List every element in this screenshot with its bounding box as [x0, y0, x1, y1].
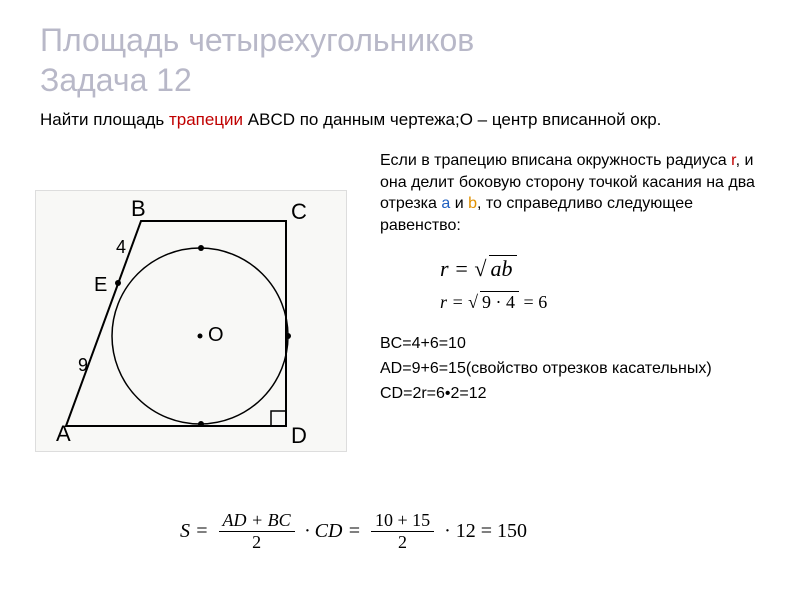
- problem-suffix: ABCD по данным чертежа;О – центр вписанн…: [243, 110, 661, 129]
- label-4: 4: [116, 237, 126, 257]
- var-b: b: [468, 195, 477, 212]
- final-formula: S = AD + BC 2 · CD = 10 + 15 2 · 12 = 15…: [180, 510, 527, 553]
- fraction-2: 10 + 15 2: [371, 510, 434, 553]
- label-O: O: [208, 324, 224, 346]
- title-line-1: Площадь четырехугольников: [40, 22, 474, 58]
- label-D: D: [291, 423, 307, 448]
- fraction-1: AD + BC 2: [219, 510, 295, 553]
- explanation-text: Если в трапецию вписана окружность радиу…: [380, 150, 770, 236]
- explanation-block: Если в трапецию вписана окружность радиу…: [380, 150, 770, 407]
- label-A: A: [56, 421, 71, 446]
- problem-statement: Найти площадь трапеции ABCD по данным че…: [40, 110, 760, 130]
- calc-bc: BC=4+6=10: [380, 332, 770, 357]
- calc-ad: AD=9+6=15(свойство отрезков касательных): [380, 357, 770, 382]
- label-C: С: [291, 199, 307, 224]
- sqrt-icon: [474, 256, 486, 281]
- problem-highlight: трапеции: [169, 110, 243, 129]
- final-s: S =: [180, 520, 209, 543]
- formula-main: r = ab r = 9 · 4 = 6: [440, 254, 770, 314]
- geometry-figure: A B С D E O 4 9: [35, 190, 347, 452]
- label-9: 9: [78, 355, 88, 375]
- formula-lhs: r =: [440, 256, 474, 281]
- final-mid: · CD =: [305, 520, 361, 543]
- final-tail: · 12 = 150: [444, 520, 527, 543]
- calc-cd: CD=2r=6•2=12: [380, 382, 770, 407]
- title-line-2: Задача 12: [40, 62, 192, 98]
- label-B: B: [131, 196, 146, 221]
- problem-prefix: Найти площадь: [40, 110, 169, 129]
- sqrt-icon: [468, 292, 478, 312]
- formula-sub: r = 9 · 4 = 6: [440, 290, 770, 314]
- calculation-lines: BC=4+6=10 AD=9+6=15(свойство отрезков ка…: [380, 332, 770, 406]
- var-a: a: [441, 195, 450, 212]
- label-E: E: [94, 274, 107, 296]
- slide-title: Площадь четырехугольников Задача 12: [40, 20, 474, 100]
- formula-radicand: ab: [489, 255, 517, 281]
